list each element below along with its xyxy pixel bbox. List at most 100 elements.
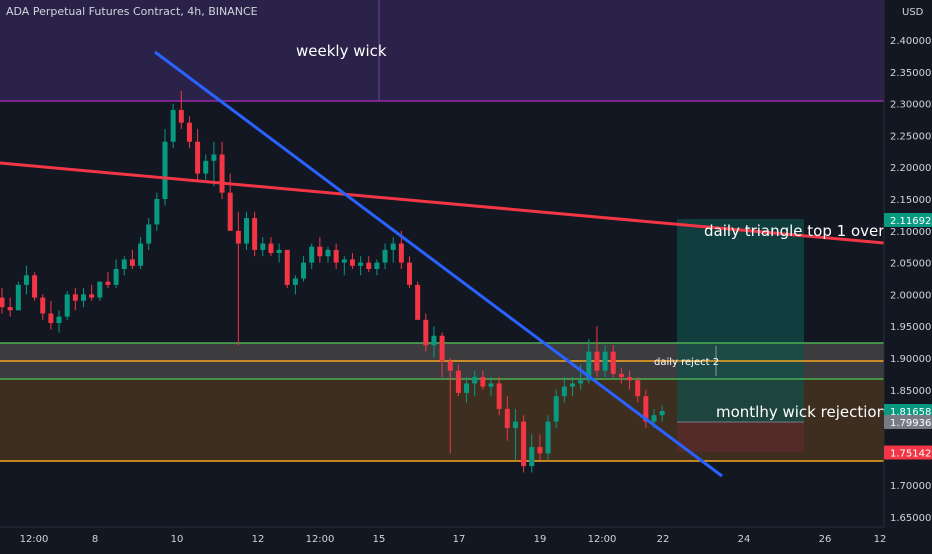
candle <box>472 370 478 397</box>
candle <box>276 243 282 263</box>
candle-body <box>488 383 494 387</box>
candle <box>512 408 518 460</box>
daily-triangle-label: daily triangle top 1 overs <box>704 222 892 240</box>
candle-body <box>455 370 461 393</box>
time-tick-label: 19 <box>534 534 547 545</box>
candle <box>284 249 290 289</box>
candle <box>447 358 453 454</box>
candle-body <box>529 447 535 467</box>
candle <box>488 377 494 397</box>
candle-body <box>366 262 372 269</box>
candle-body <box>178 109 184 123</box>
candle <box>146 218 152 250</box>
candle-body <box>203 160 209 174</box>
candle-body <box>415 284 421 320</box>
candle-body <box>227 192 233 231</box>
candle-body <box>40 297 46 314</box>
price-tag-box <box>884 445 932 460</box>
candle-body <box>162 141 168 199</box>
candle <box>561 377 567 403</box>
candle <box>529 434 535 473</box>
candle <box>464 377 470 403</box>
candle <box>15 281 21 311</box>
weekly-wick-zone <box>0 0 884 101</box>
candle <box>81 288 86 308</box>
price-tag-box <box>884 415 932 430</box>
candle-body <box>301 262 307 279</box>
candle-body <box>252 218 258 250</box>
candle <box>496 377 502 416</box>
candle-body <box>48 313 54 324</box>
candle <box>455 364 461 397</box>
time-tick-label: 12:00 <box>20 534 49 545</box>
candle-body <box>578 380 584 384</box>
price-tick-label: 2.10000 <box>890 227 931 238</box>
price-tick-label: 2.30000 <box>890 100 931 111</box>
candle <box>170 103 176 149</box>
candle-body <box>464 383 470 393</box>
time-tick-label: 12:00 <box>588 534 617 545</box>
candle-body <box>260 243 266 250</box>
candle <box>415 281 421 320</box>
time-tick-label: 12 <box>874 534 887 545</box>
candle <box>610 345 616 378</box>
candle-body <box>129 259 135 266</box>
candle-body <box>496 383 502 409</box>
time-tick-label: 10 <box>171 534 184 545</box>
candle <box>545 415 551 460</box>
candle <box>292 275 298 295</box>
candle <box>521 415 527 473</box>
candle <box>431 326 437 358</box>
time-tick-label: 22 <box>657 534 670 545</box>
candle-body <box>602 351 608 371</box>
candle <box>358 256 364 276</box>
candle <box>553 389 559 428</box>
candle <box>129 249 135 269</box>
candle <box>252 211 258 257</box>
candle-body <box>186 122 192 142</box>
candle <box>154 192 160 231</box>
time-tick-label: 17 <box>453 534 466 545</box>
candle <box>439 332 445 378</box>
candle <box>301 256 307 282</box>
candle-body <box>398 243 404 263</box>
price-tick-label: 2.00000 <box>890 290 931 301</box>
candle-body <box>553 396 559 422</box>
time-tick-label: 8 <box>92 534 98 545</box>
candle <box>121 256 127 276</box>
candle <box>374 259 380 276</box>
candle-body <box>15 284 21 311</box>
candle-body <box>113 268 119 285</box>
candle <box>309 243 315 269</box>
descending-trendline[interactable] <box>154 50 723 478</box>
candle-body <box>276 249 282 254</box>
candle-body <box>358 262 364 266</box>
price-tag-label: 1.79936 <box>890 418 931 429</box>
candle <box>211 141 217 187</box>
candle-body <box>105 281 111 285</box>
candle <box>268 237 274 257</box>
candle-body <box>333 249 339 263</box>
candle-body <box>423 319 429 346</box>
daily-triangle-trendline[interactable] <box>0 161 885 245</box>
candle <box>97 281 103 301</box>
candle <box>56 310 62 333</box>
candle-body <box>7 307 13 311</box>
candle <box>537 434 543 460</box>
candle-body <box>504 408 510 428</box>
candle-body <box>23 275 29 285</box>
price-tick-label: 2.35000 <box>890 68 931 79</box>
candle-body <box>390 243 396 250</box>
daily-reject-label: daily reject 2 <box>654 357 719 368</box>
price-axis-background <box>884 0 932 527</box>
candle-body <box>292 278 298 285</box>
candle-body <box>195 141 201 174</box>
candle-body <box>121 259 127 269</box>
candle-body <box>235 230 241 244</box>
chart-title: ADA Perpetual Futures Contract, 4h, BINA… <box>6 5 258 18</box>
candle <box>0 288 5 314</box>
candle <box>570 377 575 397</box>
